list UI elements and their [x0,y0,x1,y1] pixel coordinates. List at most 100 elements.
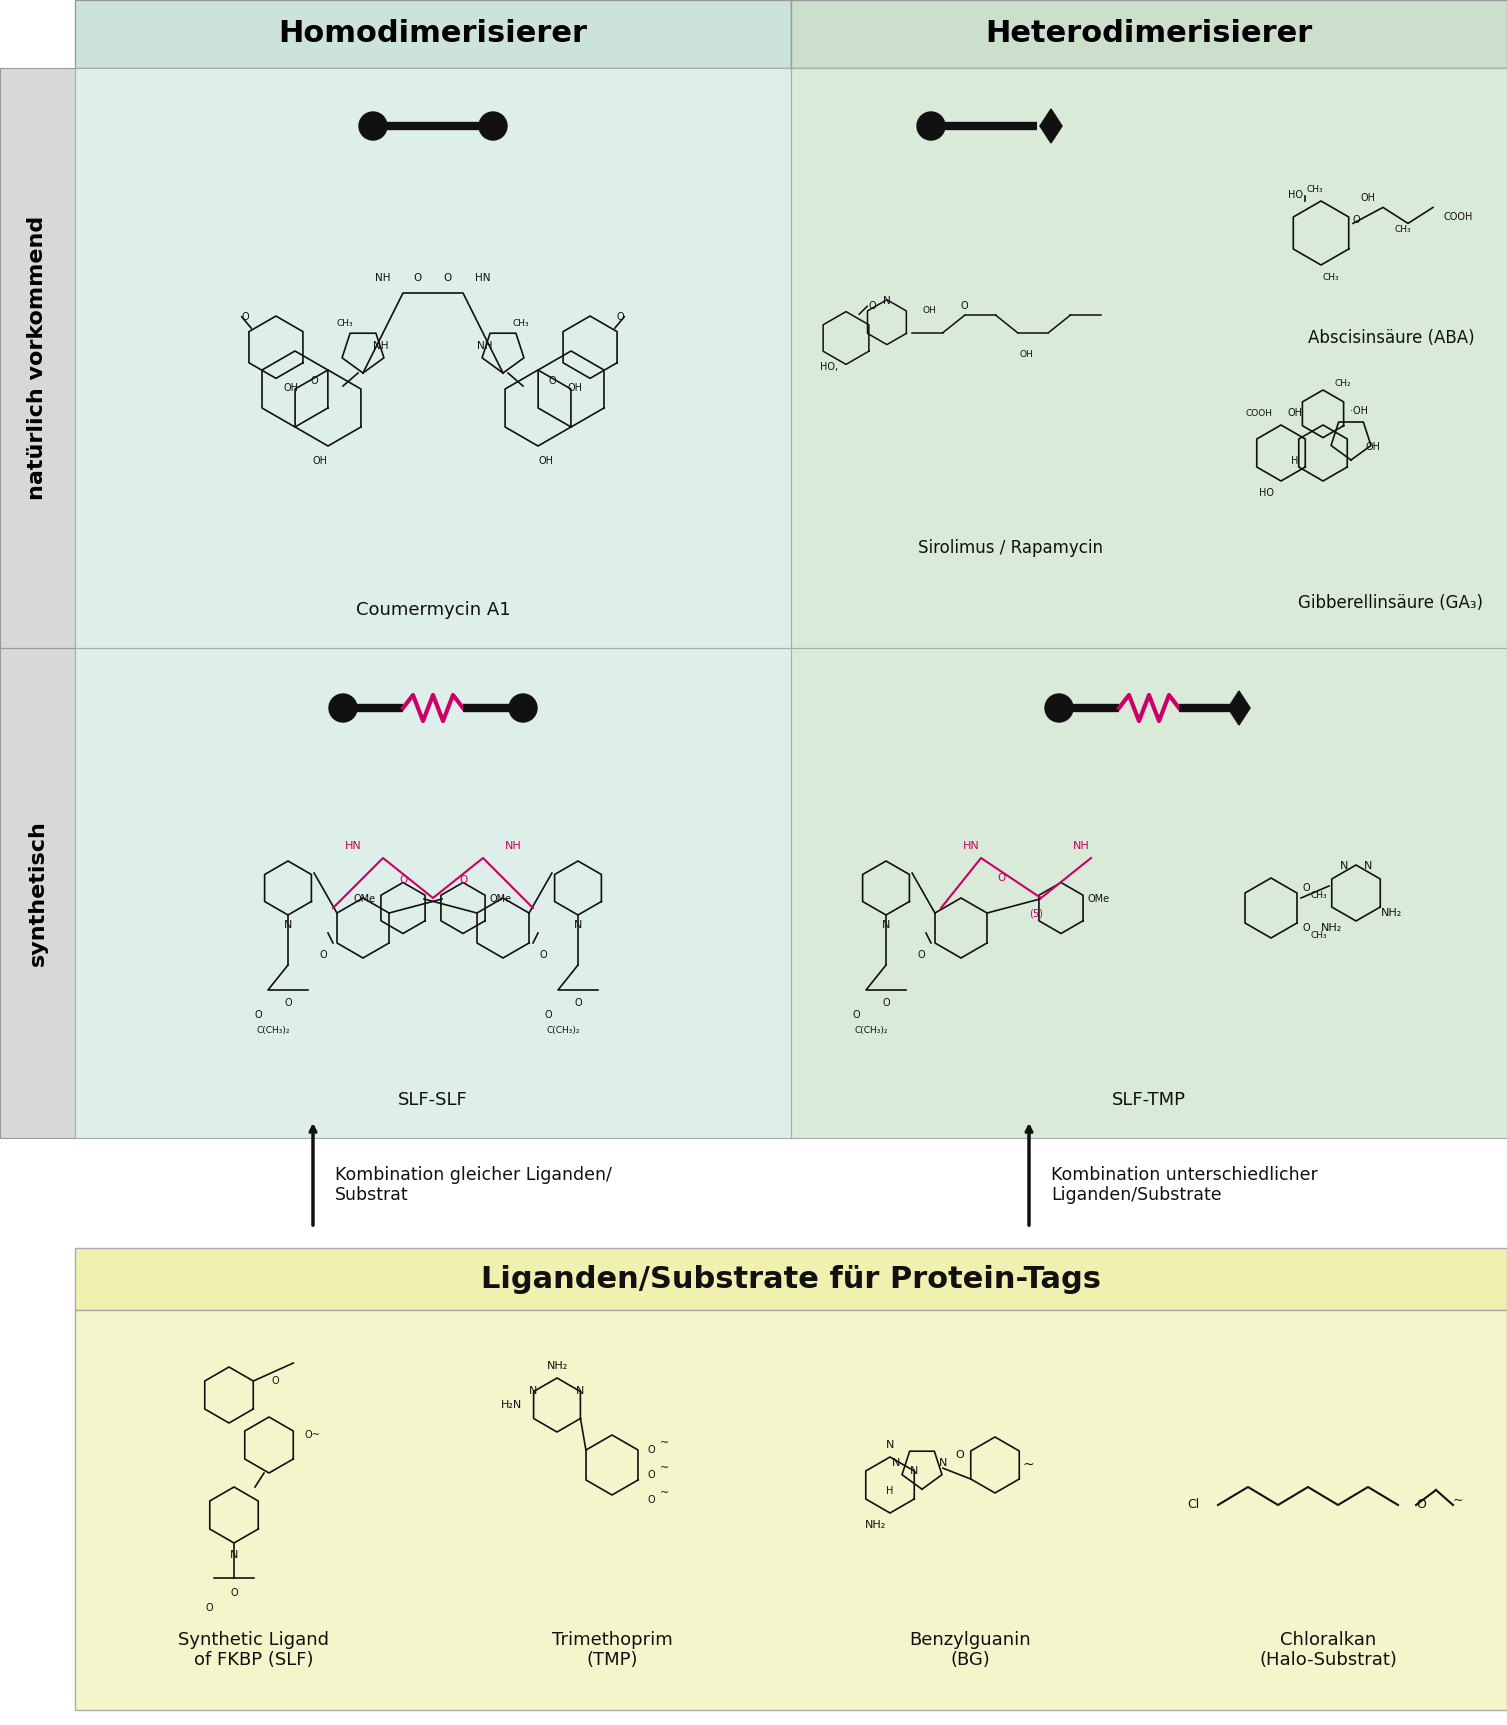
Text: OH: OH [1361,193,1376,204]
Text: N: N [886,1440,894,1451]
Bar [75,1309,1507,1709]
Text: O: O [1417,1499,1426,1511]
Text: O: O [961,302,969,310]
Circle shape [479,112,506,140]
Text: O: O [647,1446,654,1454]
Text: Heterodimerisierer: Heterodimerisierer [986,19,1313,48]
Text: O: O [414,273,422,283]
Text: Liganden/Substrate für Protein-Tags: Liganden/Substrate für Protein-Tags [481,1264,1102,1294]
Text: O: O [544,1011,552,1019]
Text: O: O [540,950,547,961]
Text: O: O [647,1470,654,1480]
Text: O: O [549,376,556,386]
Text: HN: HN [963,842,980,850]
Text: HN: HN [345,842,362,850]
Text: O: O [231,1589,238,1597]
Text: OMe: OMe [1088,894,1111,904]
Text: OH: OH [1365,442,1380,452]
Text: OH: OH [922,307,936,316]
Circle shape [509,693,536,723]
Text: O: O [955,1451,964,1459]
Polygon shape [1228,692,1249,724]
Bar [791,0,1507,67]
Text: COOH: COOH [1444,212,1472,223]
Circle shape [1044,693,1073,723]
Text: Chloralkan
(Halo-Substrat): Chloralkan (Halo-Substrat) [1258,1630,1397,1670]
Text: Gibberellinsäure (GA₃): Gibberellinsäure (GA₃) [1299,593,1483,612]
Text: O: O [882,999,889,1007]
Text: Cl: Cl [1188,1499,1200,1511]
Bar [791,67,1507,649]
Text: CH₃: CH₃ [336,319,353,328]
Text: CH₂: CH₂ [1335,378,1352,388]
Text: CH₃: CH₃ [512,319,529,328]
Text: O: O [647,1496,654,1504]
Text: NH₂: NH₂ [547,1361,568,1371]
Text: Benzylguanin
(BG): Benzylguanin (BG) [909,1630,1031,1670]
Text: NH₂: NH₂ [1320,923,1341,933]
Text: OMe: OMe [354,894,377,904]
Bar [75,67,791,649]
Text: OH: OH [538,455,553,466]
Text: ~: ~ [1022,1458,1034,1471]
Text: N: N [576,1387,585,1397]
Bar [75,1247,1507,1309]
Text: O: O [918,950,925,961]
Text: CH₃: CH₃ [1307,185,1323,193]
Text: N: N [883,297,891,305]
Text: N: N [910,1466,919,1477]
Circle shape [359,112,387,140]
Text: N: N [882,919,891,930]
Text: ·OH: ·OH [1350,405,1368,416]
Text: N: N [574,919,582,930]
Bar [0,649,75,1138]
Text: synthetisch: synthetisch [27,819,48,966]
Text: O: O [205,1603,212,1613]
Text: NH: NH [505,842,521,850]
Bar [791,649,1507,1138]
Text: N: N [939,1458,948,1468]
Text: C(CH₃)₂: C(CH₃)₂ [854,1025,888,1035]
Text: CH₃: CH₃ [1311,932,1328,940]
Text: HO: HO [1260,488,1275,499]
Text: OH: OH [568,383,583,393]
Text: HN: HN [475,273,491,283]
Text: O: O [458,875,467,885]
Text: Synthetic Ligand
of FKBP (SLF): Synthetic Ligand of FKBP (SLF) [178,1630,330,1670]
Text: OH: OH [1287,409,1302,417]
Circle shape [916,112,945,140]
Text: O: O [1302,923,1310,933]
Text: H₂N: H₂N [502,1401,523,1409]
Text: Kombination unterschiedlicher
Liganden/Substrate: Kombination unterschiedlicher Liganden/S… [1050,1166,1317,1204]
Text: NH: NH [375,273,390,283]
Text: COOH: COOH [1246,409,1272,417]
Text: N: N [229,1551,238,1559]
Text: O: O [310,376,318,386]
Text: SLF-SLF: SLF-SLF [398,1090,467,1109]
Text: C(CH₃)₂: C(CH₃)₂ [546,1025,580,1035]
Text: O: O [241,312,249,323]
Bar [0,67,75,649]
Text: H: H [1291,455,1299,466]
Text: ~: ~ [660,1439,669,1447]
Text: OH: OH [313,455,329,466]
Text: Trimethoprim
(TMP): Trimethoprim (TMP) [552,1630,672,1670]
Text: ~: ~ [660,1463,669,1473]
Bar [75,0,791,67]
Text: O: O [445,273,452,283]
Text: ~: ~ [1453,1494,1463,1506]
Text: NH₂: NH₂ [1380,907,1402,918]
Text: O: O [285,999,292,1007]
Polygon shape [1040,109,1062,143]
Text: CH₃: CH₃ [1322,273,1338,281]
Text: OMe: OMe [490,894,512,904]
Text: O: O [868,302,876,310]
Text: Coumermycin A1: Coumermycin A1 [356,600,511,619]
Text: OH: OH [1020,350,1034,359]
Text: O: O [255,1011,262,1019]
Text: Abscisinsäure (ABA): Abscisinsäure (ABA) [1308,329,1474,347]
Text: natürlich vorkommend: natürlich vorkommend [27,216,48,500]
Text: C(CH₃)₂: C(CH₃)₂ [256,1025,289,1035]
Circle shape [329,693,357,723]
Bar [75,649,791,1138]
